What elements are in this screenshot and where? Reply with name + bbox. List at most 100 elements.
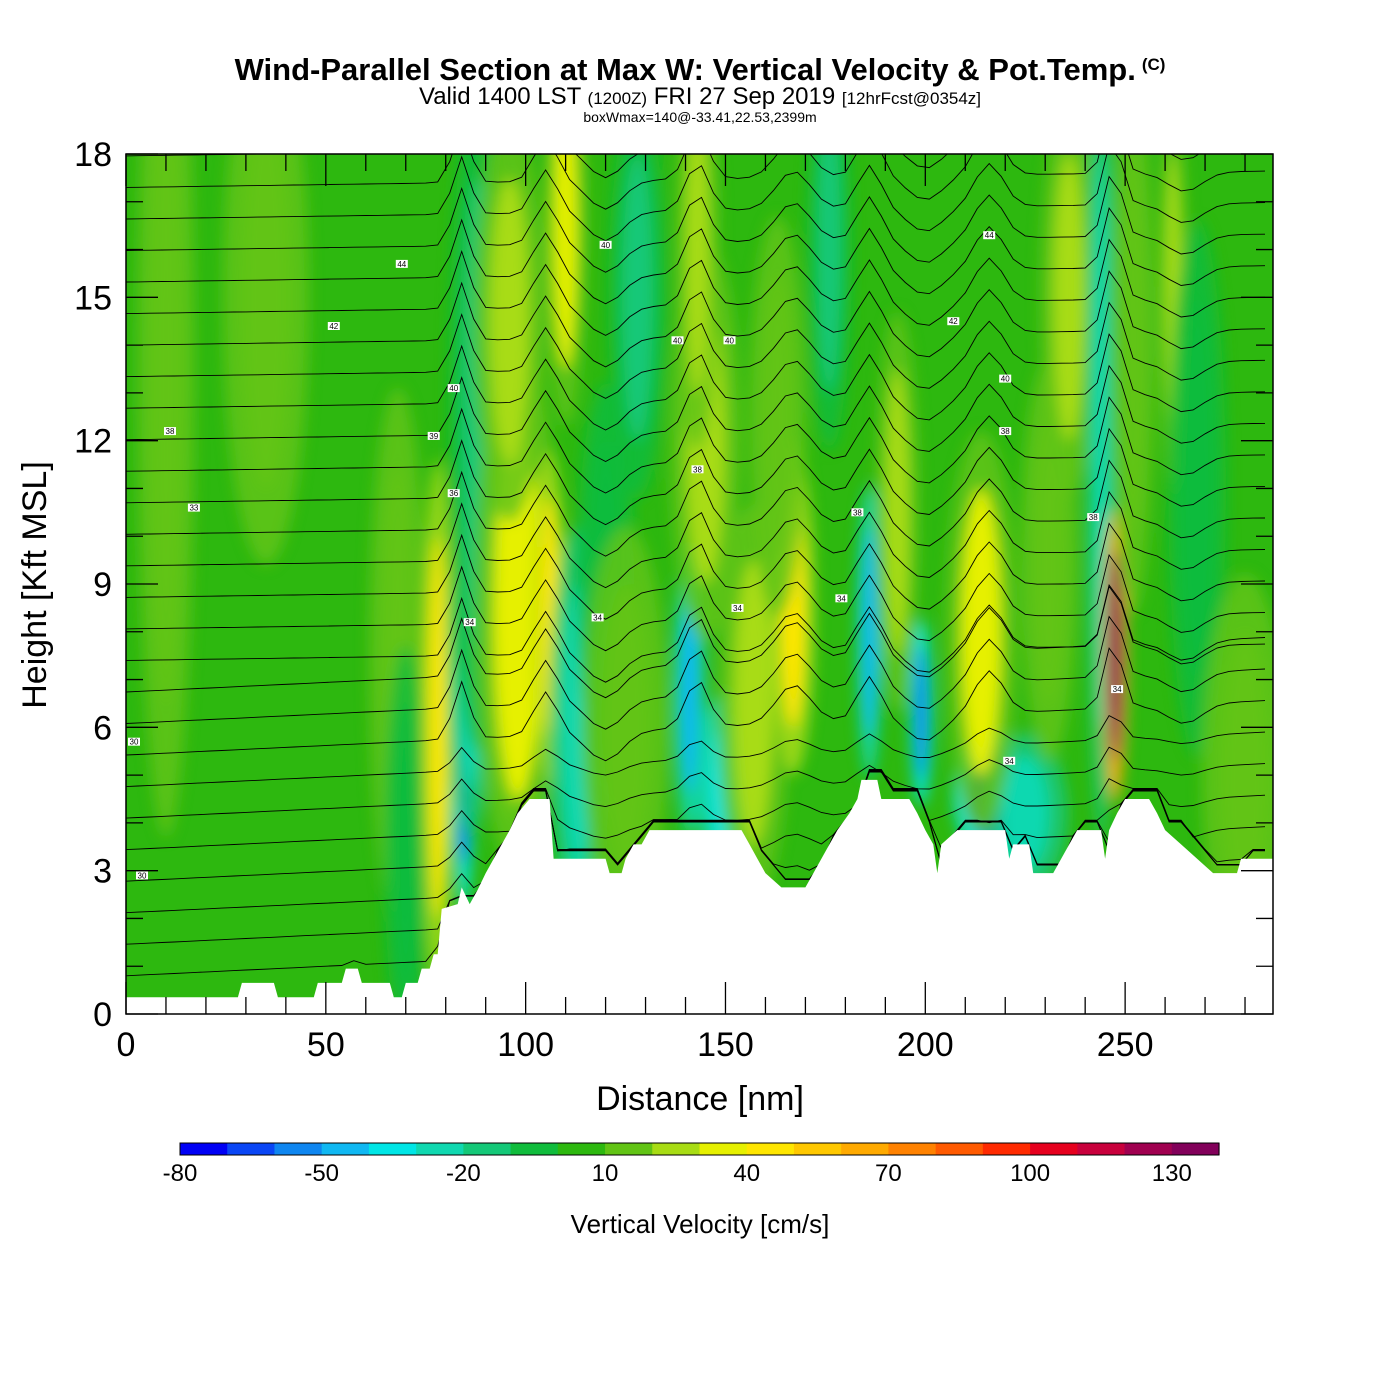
contour-label-text: 42 (329, 322, 338, 331)
colorbar-segment-16 (935, 1143, 984, 1155)
contour-label-18: 44 (983, 231, 996, 240)
contour-label-text: 34 (465, 618, 474, 627)
x-axis-label: Distance [nm] (596, 1080, 804, 1118)
colorbar-tick-label: -50 (304, 1160, 339, 1187)
velocity-core-3 (393, 703, 418, 991)
velocity-field (137, 154, 1273, 1014)
contour-label-bg (999, 427, 1012, 436)
contour-label-text: 40 (725, 336, 734, 345)
contour-label-bg (427, 431, 440, 440)
colorbar-segment-17 (982, 1143, 1031, 1155)
velocity-core-32 (1053, 154, 1086, 441)
isentrope-7 (126, 647, 1266, 762)
contour-label-bg (164, 427, 176, 436)
y-axis-label: Height [Kft MSL] (16, 461, 54, 709)
contour-label-text: 40 (1001, 375, 1010, 384)
isentrope-18 (126, 333, 1266, 431)
velocity-core-31 (1033, 416, 1066, 704)
contour-label-bg (947, 317, 960, 326)
y-tick-label: 18 (74, 136, 112, 174)
contour-label-23: 34 (1003, 756, 1016, 766)
contour-label-text: 38 (1089, 513, 1098, 522)
y-tick-labels: 0 3 6 9 12 15 18 (74, 136, 112, 1034)
contour-label-text: 34 (1005, 757, 1014, 766)
y-tick-label: 0 (93, 996, 112, 1034)
contour-label-16: 34 (835, 594, 848, 603)
velocity-core-25 (862, 526, 877, 737)
contour-labels: 42 44 38 33 30 30 40 39 36 34 40 34 40 40 38 34 34 38 44 42… (128, 231, 1124, 880)
colorbar-segment-19 (1077, 1143, 1126, 1155)
y-tick-label: 3 (93, 853, 112, 891)
colorbar-tick-labels: -80 -50 -20 10 40 70 100 130 (163, 1160, 1192, 1187)
contour-label-bg (447, 384, 460, 393)
x-tick-label: 50 (307, 1026, 345, 1064)
contour-label-6: 40 (447, 384, 460, 393)
velocity-core-20 (685, 154, 710, 393)
velocity-core-37 (1181, 297, 1214, 680)
contour-label-11: 34 (591, 613, 604, 622)
valid-zulu: (1200Z) (587, 89, 648, 108)
isentrope-3 (126, 769, 1266, 882)
isentrope-13 (126, 490, 1266, 589)
colorbar-segment-14 (841, 1143, 890, 1155)
colorbar-segment-3 (321, 1143, 370, 1155)
isentrope-8 (126, 615, 1266, 730)
contour-label-bg (723, 336, 736, 345)
contour-label-3: 33 (187, 503, 200, 513)
contour-label-21: 38 (999, 427, 1012, 436)
chart-title-text: Wind-Parallel Section at Max W: Vertical… (234, 52, 1136, 87)
contour-label-14: 38 (691, 465, 704, 474)
colorbar-segment-5 (416, 1143, 464, 1155)
contour-label-text: 38 (853, 508, 862, 517)
contour-label-text: 38 (1001, 427, 1010, 436)
velocity-core-24 (817, 154, 842, 393)
velocity-core-10 (489, 177, 530, 465)
colorbar-tick-label: -80 (163, 1160, 198, 1187)
contour-label-text: 39 (429, 432, 438, 441)
velocity-core-15 (601, 584, 650, 871)
contour-label-bg (395, 259, 408, 268)
velocity-core-0 (149, 154, 182, 704)
velocity-core-35 (1121, 154, 1146, 537)
chart-title: Wind-Parallel Section at Max W: Vertical… (0, 52, 1400, 88)
isentrope-19 (126, 301, 1266, 399)
contour-label-bg (599, 240, 612, 249)
y-tick-label: 6 (93, 709, 112, 747)
contour-label-4: 30 (128, 737, 140, 747)
isentrope-15 (126, 427, 1266, 526)
y-tick-label: 9 (93, 566, 112, 604)
isentrope-12 (126, 522, 1266, 620)
velocity-core-38 (1221, 631, 1270, 919)
x-tick-labels: 0 50 100 150 200 250 (117, 1026, 1154, 1064)
contour-label-text: 40 (449, 384, 458, 393)
contour-label-5: 30 (136, 871, 148, 880)
colorbar-segment-4 (368, 1143, 417, 1155)
colorbar-segment-11 (699, 1143, 748, 1155)
contour-label-17: 38 (851, 508, 864, 517)
contour-label-bg (731, 603, 744, 612)
contour-label-bg (671, 336, 684, 345)
velocity-core-26 (885, 369, 910, 656)
contour-label-bg (128, 737, 140, 746)
contour-label-bg (187, 503, 200, 512)
colorbar-tick-label: 70 (875, 1160, 902, 1187)
contour-label-bg (463, 618, 476, 627)
colorbar-tick-label: 130 (1152, 1160, 1192, 1187)
contour-label-text: 40 (601, 241, 610, 250)
x-tick-label: 150 (697, 1026, 754, 1064)
velocity-core-23 (761, 273, 794, 561)
axes-ticks (125, 153, 1273, 1015)
contour-label-text: 44 (397, 260, 406, 269)
colorbar (179, 1142, 1220, 1156)
contour-label-1: 44 (395, 259, 408, 269)
colorbar-segment-10 (652, 1143, 701, 1155)
contour-label-24: 34 (1111, 685, 1124, 694)
contour-label-bg (1003, 756, 1016, 765)
velocity-core-12 (553, 154, 578, 369)
copyright-mark: (C) (1141, 55, 1166, 74)
forecast-info: [12hrFcst@0354z] (841, 89, 982, 108)
colorbar-segment-1 (227, 1143, 276, 1155)
colorbar-segment-7 (510, 1143, 559, 1155)
contour-label-bg (327, 322, 340, 330)
